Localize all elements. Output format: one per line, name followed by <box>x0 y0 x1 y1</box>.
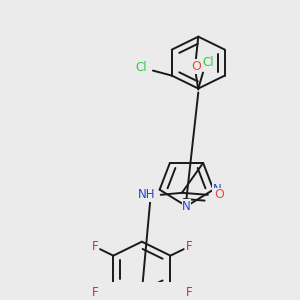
Text: F: F <box>185 240 192 253</box>
Text: F: F <box>92 286 98 299</box>
Text: F: F <box>185 286 192 299</box>
Text: N: N <box>213 183 221 196</box>
Text: NH: NH <box>138 188 155 201</box>
Text: F: F <box>92 240 98 253</box>
Text: Cl: Cl <box>202 56 214 69</box>
Text: N: N <box>182 200 191 213</box>
Text: O: O <box>191 60 201 73</box>
Text: O: O <box>215 188 225 201</box>
Text: Cl: Cl <box>135 61 147 74</box>
